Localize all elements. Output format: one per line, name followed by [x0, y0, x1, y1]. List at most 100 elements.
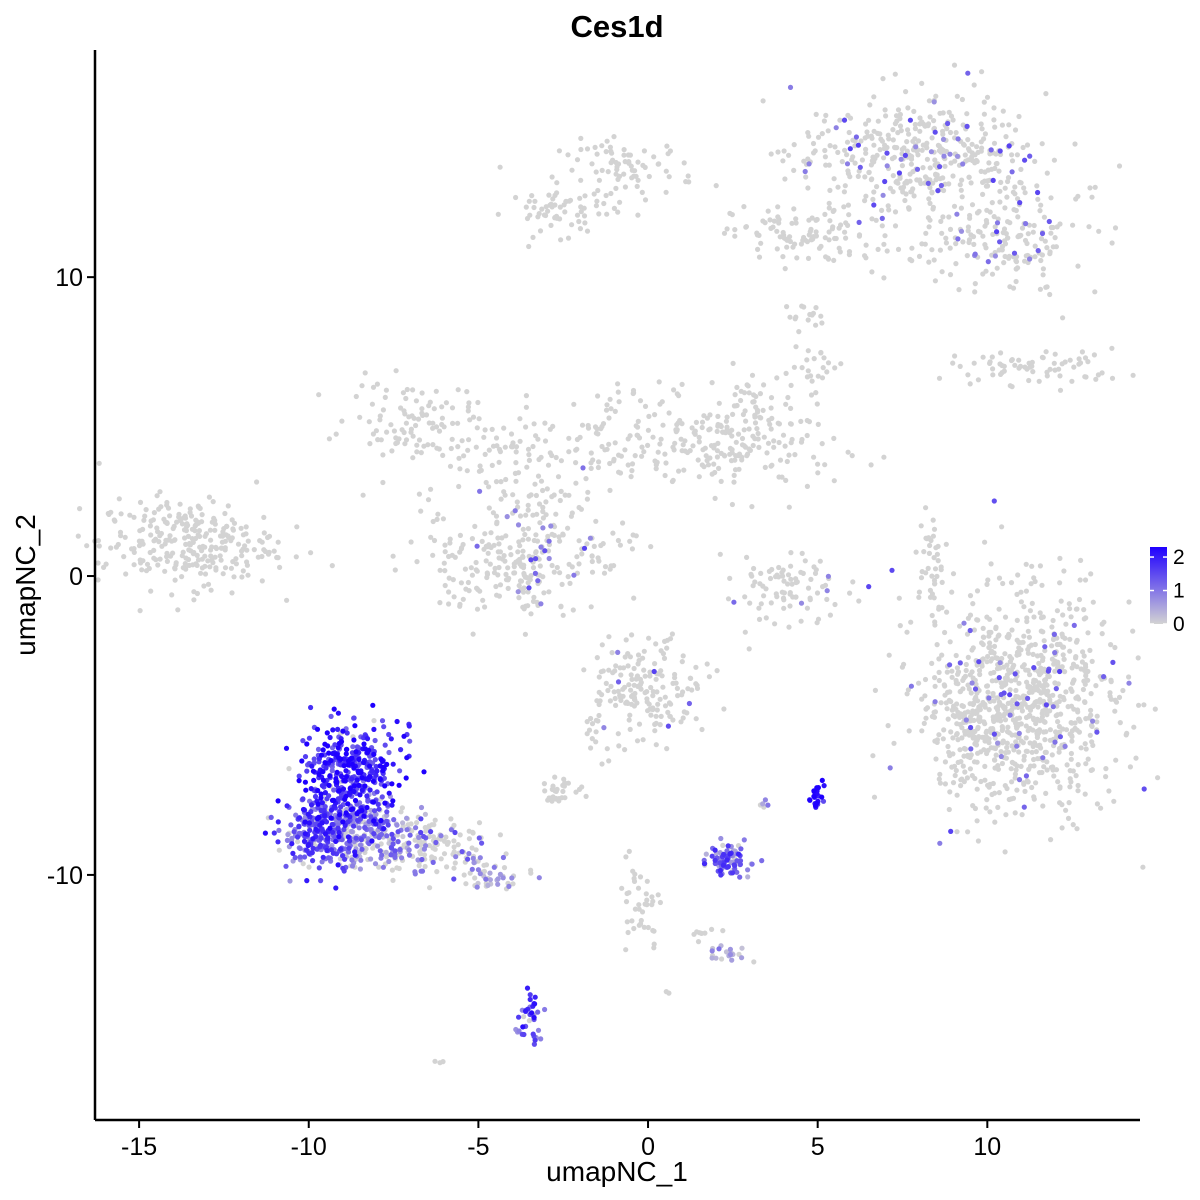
- cell-point: [642, 197, 649, 203]
- cell-point: [343, 768, 349, 774]
- cell-point: [696, 439, 702, 445]
- cell-point: [607, 566, 613, 572]
- cell-point: [328, 713, 334, 720]
- cell-point: [151, 547, 157, 554]
- cell-point: [502, 558, 508, 564]
- cell-point: [573, 460, 579, 466]
- cell-point: [699, 424, 705, 431]
- cell-point: [291, 829, 297, 835]
- cell-point: [921, 549, 927, 555]
- cell-point: [815, 785, 822, 791]
- cell-point: [694, 929, 700, 935]
- cell-point: [821, 355, 827, 361]
- cell-point: [799, 550, 805, 557]
- cell-point: [917, 178, 923, 184]
- chart-title: Ces1d: [570, 9, 663, 44]
- cell-point: [362, 824, 368, 831]
- cell-point: [967, 593, 974, 599]
- cell-point: [604, 746, 610, 752]
- cell-point: [696, 434, 702, 440]
- cell-point: [732, 227, 738, 233]
- cell-point: [897, 623, 903, 629]
- cell-point: [222, 565, 229, 571]
- cell-point: [1021, 753, 1027, 759]
- cell-point: [398, 809, 404, 815]
- cell-point: [430, 420, 436, 426]
- cell-point: [936, 732, 942, 738]
- cell-point: [558, 488, 564, 494]
- cell-point: [858, 138, 864, 144]
- cell-point: [413, 398, 419, 404]
- cell-point: [825, 256, 832, 262]
- cell-point: [540, 508, 546, 515]
- cell-point: [1005, 724, 1011, 730]
- cell-point: [362, 783, 368, 789]
- cell-point: [657, 441, 663, 447]
- cell-point: [635, 683, 641, 690]
- cell-point: [355, 817, 361, 824]
- cell-point: [681, 709, 687, 715]
- cell-point: [316, 771, 322, 778]
- cell-point: [629, 918, 635, 924]
- cell-point: [589, 553, 595, 559]
- cell-point: [645, 442, 651, 448]
- cell-point: [881, 145, 888, 152]
- cell-point: [707, 412, 713, 418]
- cell-point: [1071, 622, 1077, 629]
- cell-point: [1016, 777, 1023, 783]
- cell-point: [996, 675, 1002, 681]
- cell-point: [940, 128, 946, 134]
- cell-point: [741, 427, 747, 433]
- cell-point: [931, 526, 938, 532]
- cell-point: [917, 128, 923, 134]
- cell-point: [687, 675, 693, 681]
- cell-point: [182, 515, 189, 521]
- cell-point: [703, 851, 709, 857]
- cell-point: [1012, 677, 1019, 683]
- cell-point: [994, 220, 1001, 226]
- cell-point: [584, 731, 590, 737]
- cell-point: [320, 747, 326, 753]
- cell-point: [1076, 356, 1082, 362]
- cell-point: [1016, 233, 1022, 239]
- cell-point: [633, 676, 639, 682]
- cell-point: [605, 687, 611, 694]
- cell-point: [452, 554, 458, 560]
- cell-point: [1006, 122, 1012, 128]
- cell-point: [1030, 703, 1036, 710]
- cell-point: [712, 847, 718, 853]
- cell-point: [645, 427, 652, 433]
- cell-point: [951, 703, 957, 709]
- cell-point: [443, 400, 449, 406]
- cell-point: [982, 763, 988, 770]
- x-tick-label: -5: [467, 1133, 489, 1161]
- cell-point: [1007, 712, 1013, 718]
- cell-point: [660, 422, 666, 428]
- cell-point: [1130, 372, 1136, 378]
- cell-point: [960, 122, 966, 128]
- cell-point: [989, 271, 996, 277]
- cell-point: [745, 383, 751, 389]
- cell-point: [622, 184, 629, 190]
- cell-point: [944, 706, 950, 712]
- cell-point: [593, 739, 599, 745]
- cell-point: [235, 541, 242, 547]
- cell-point: [183, 566, 189, 572]
- cell-point: [287, 878, 293, 884]
- cell-point: [1080, 686, 1086, 693]
- cell-point: [936, 375, 943, 381]
- cell-point: [370, 845, 376, 851]
- cell-point: [371, 718, 377, 724]
- cell-point: [318, 807, 324, 814]
- cell-point: [585, 425, 592, 431]
- cell-point: [475, 399, 481, 406]
- cell-point: [807, 797, 813, 803]
- cell-point: [973, 157, 980, 164]
- cell-point: [320, 777, 327, 784]
- cell-point: [372, 757, 378, 763]
- cell-point: [650, 927, 656, 934]
- cell-point: [1027, 256, 1033, 262]
- cell-point: [1050, 224, 1056, 231]
- cell-point: [831, 176, 837, 182]
- cell-point: [540, 487, 546, 494]
